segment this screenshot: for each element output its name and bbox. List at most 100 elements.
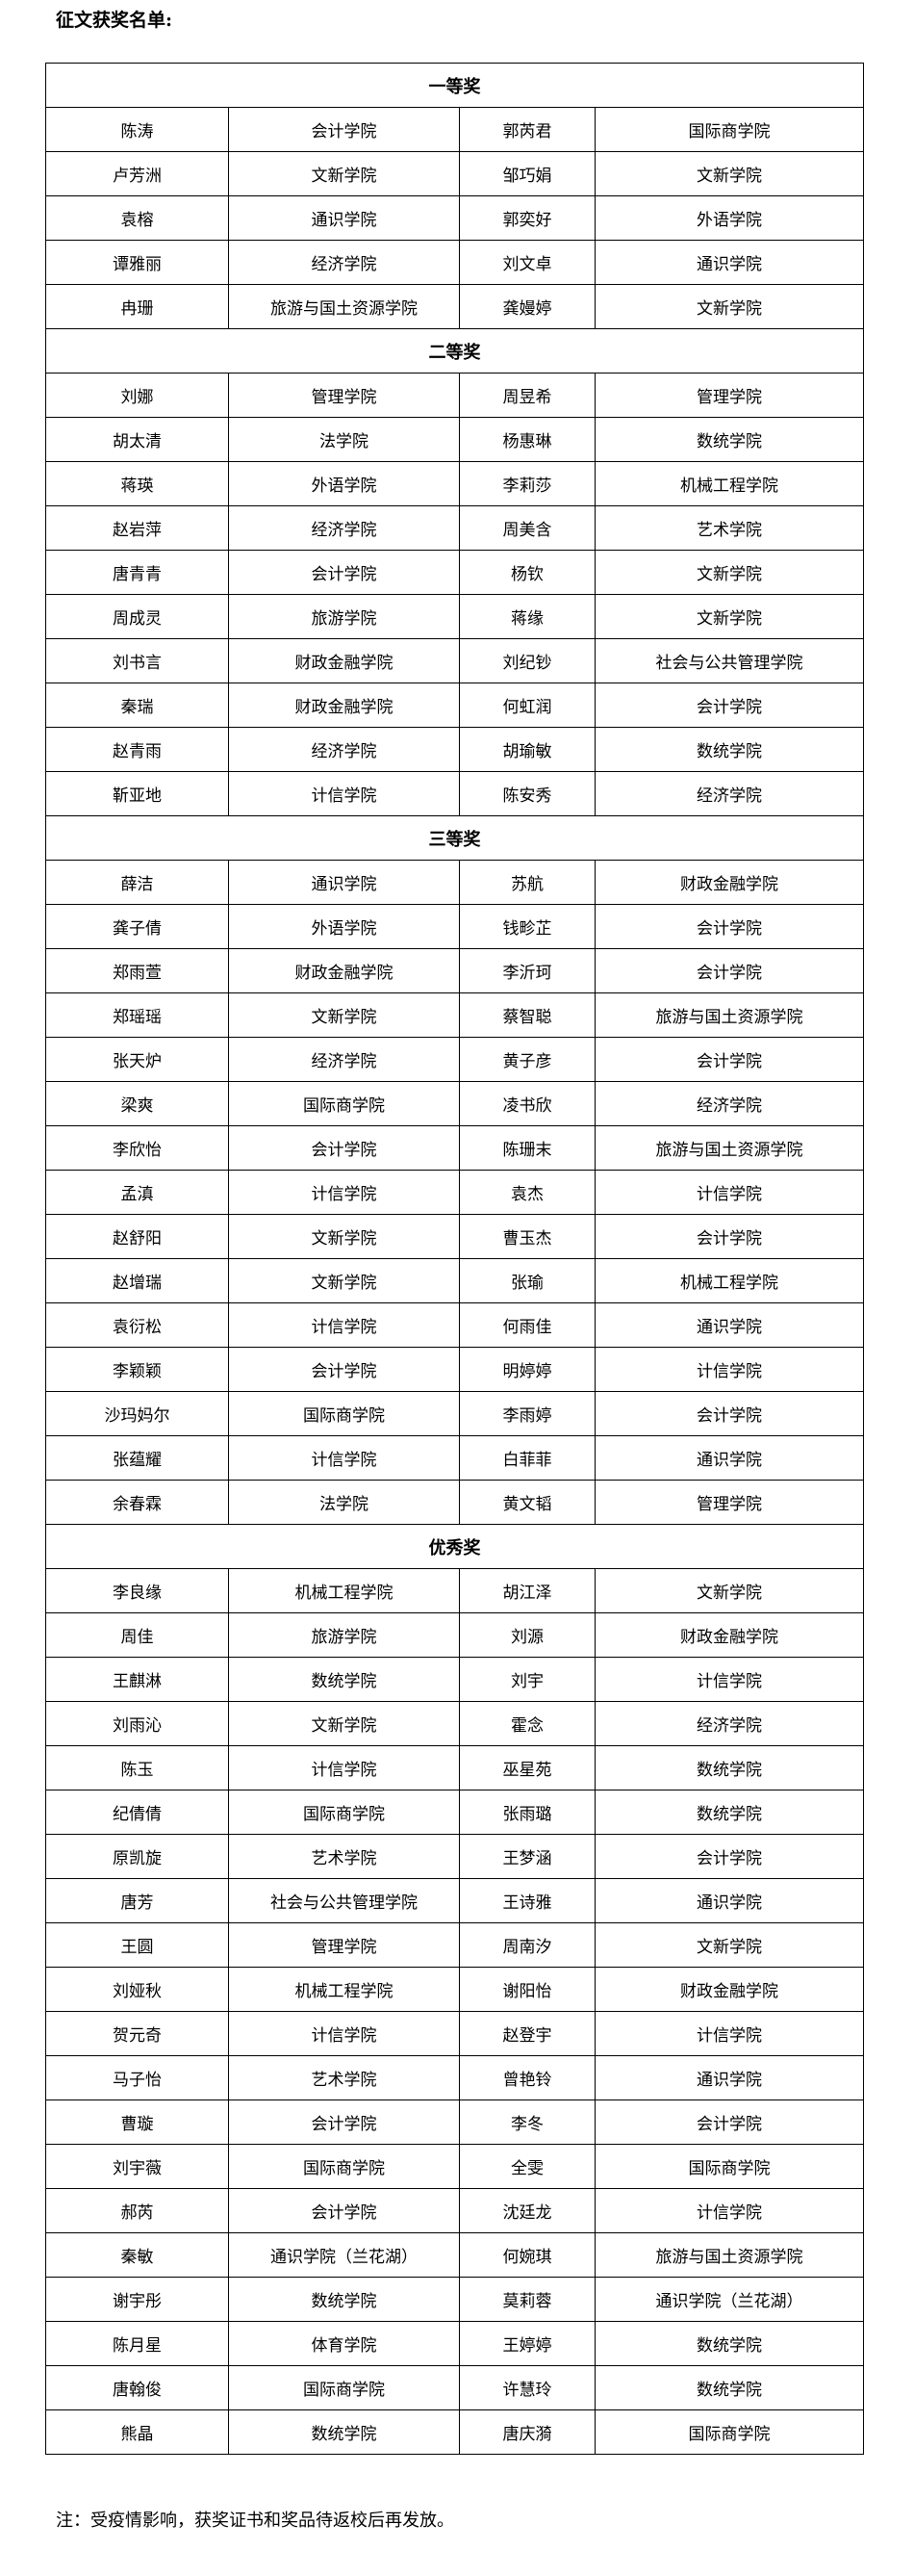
college-cell: 财政金融学院: [595, 1967, 864, 2012]
name-cell: 刘源: [459, 1612, 596, 1658]
name-cell: 陈玉: [45, 1745, 229, 1790]
college-cell: 数统学院: [228, 2409, 460, 2455]
college-cell: 财政金融学院: [228, 638, 460, 683]
table-row: 熊晶 数统学院 唐庆漪 国际商学院: [45, 2409, 864, 2455]
table-row: 王麒淋 数统学院 刘宇 计信学院: [45, 1657, 864, 1702]
college-cell: 会计学院: [595, 1834, 864, 1879]
name-cell: 赵岩萍: [45, 505, 229, 551]
table-row: 梁爽 国际商学院 凌书欣 经济学院: [45, 1081, 864, 1126]
name-cell: 卢芳洲: [45, 151, 229, 196]
table-row: 陈月星 体育学院 王婷婷 数统学院: [45, 2321, 864, 2366]
section-title: 二等奖: [45, 328, 864, 374]
name-cell: 明婷婷: [459, 1347, 596, 1392]
name-cell: 何婉琪: [459, 2232, 596, 2278]
name-cell: 郑瑶瑶: [45, 992, 229, 1038]
name-cell: 袁榕: [45, 195, 229, 241]
table-row: 谭雅丽 经济学院 刘文卓 通识学院: [45, 240, 864, 285]
college-cell: 国际商学院: [228, 1790, 460, 1835]
table-row: 李颖颖 会计学院 明婷婷 计信学院: [45, 1347, 864, 1392]
table-row: 余春霖 法学院 黄文韬 管理学院: [45, 1480, 864, 1525]
name-cell: 梁爽: [45, 1081, 229, 1126]
table-row: 纪倩倩 国际商学院 张雨璐 数统学院: [45, 1790, 864, 1835]
section-title: 一等奖: [45, 63, 864, 108]
table-row: 原凯旋 艺术学院 王梦涵 会计学院: [45, 1834, 864, 1879]
name-cell: 李雨婷: [459, 1391, 596, 1436]
college-cell: 会计学院: [595, 1037, 864, 1082]
name-cell: 秦瑞: [45, 683, 229, 728]
table-row: 马子怡 艺术学院 曾艳铃 通识学院: [45, 2055, 864, 2100]
college-cell: 旅游学院: [228, 594, 460, 639]
name-cell: 周昱希: [459, 373, 596, 418]
name-cell: 何雨佳: [459, 1302, 596, 1348]
college-cell: 国际商学院: [228, 1081, 460, 1126]
college-cell: 财政金融学院: [595, 860, 864, 905]
name-cell: 刘宇: [459, 1657, 596, 1702]
name-cell: 孟滇: [45, 1170, 229, 1215]
name-cell: 赵登宇: [459, 2011, 596, 2056]
name-cell: 何虹润: [459, 683, 596, 728]
name-cell: 霍念: [459, 1701, 596, 1746]
college-cell: 经济学院: [595, 1081, 864, 1126]
college-cell: 数统学院: [595, 1745, 864, 1790]
name-cell: 唐庆漪: [459, 2409, 596, 2455]
name-cell: 刘宇薇: [45, 2144, 229, 2189]
college-cell: 计信学院: [595, 1347, 864, 1392]
table-row: 郝芮 会计学院 沈廷龙 计信学院: [45, 2188, 864, 2233]
college-cell: 通识学院（兰花湖）: [228, 2232, 460, 2278]
name-cell: 刘文卓: [459, 240, 596, 285]
college-cell: 文新学院: [595, 1922, 864, 1968]
college-cell: 数统学院: [595, 2365, 864, 2410]
college-cell: 国际商学院: [595, 2409, 864, 2455]
table-row: 赵增瑞 文新学院 张瑜 机械工程学院: [45, 1258, 864, 1303]
table-row: 郑瑶瑶 文新学院 蔡智聪 旅游与国土资源学院: [45, 992, 864, 1038]
name-cell: 沈廷龙: [459, 2188, 596, 2233]
college-cell: 艺术学院: [228, 2055, 460, 2100]
name-cell: 蒋缘: [459, 594, 596, 639]
table-row: 刘娅秋 机械工程学院 谢阳怡 财政金融学院: [45, 1967, 864, 2012]
college-cell: 计信学院: [228, 1170, 460, 1215]
name-cell: 钱畛芷: [459, 904, 596, 949]
college-cell: 会计学院: [228, 1347, 460, 1392]
name-cell: 蒋瑛: [45, 461, 229, 506]
table-row: 靳亚地 计信学院 陈安秀 经济学院: [45, 771, 864, 816]
college-cell: 国际商学院: [595, 2144, 864, 2189]
name-cell: 袁杰: [459, 1170, 596, 1215]
college-cell: 数统学院: [595, 1790, 864, 1835]
college-cell: 数统学院: [228, 2277, 460, 2322]
name-cell: 唐青青: [45, 550, 229, 595]
table-row: 蒋瑛 外语学院 李莉莎 机械工程学院: [45, 461, 864, 506]
college-cell: 艺术学院: [595, 505, 864, 551]
college-cell: 财政金融学院: [228, 948, 460, 993]
section-row: 一等奖: [45, 63, 864, 108]
name-cell: 张雨璐: [459, 1790, 596, 1835]
college-cell: 通识学院: [595, 1878, 864, 1923]
name-cell: 赵青雨: [45, 727, 229, 772]
college-cell: 管理学院: [228, 373, 460, 418]
college-cell: 文新学院: [595, 151, 864, 196]
college-cell: 计信学院: [228, 771, 460, 816]
name-cell: 刘纪钞: [459, 638, 596, 683]
name-cell: 李冬: [459, 2099, 596, 2145]
college-cell: 旅游与国土资源学院: [595, 992, 864, 1038]
name-cell: 靳亚地: [45, 771, 229, 816]
table-row: 沙玛妈尔 国际商学院 李雨婷 会计学院: [45, 1391, 864, 1436]
name-cell: 张瑜: [459, 1258, 596, 1303]
name-cell: 白菲菲: [459, 1435, 596, 1481]
name-cell: 陈月星: [45, 2321, 229, 2366]
name-cell: 李颖颖: [45, 1347, 229, 1392]
table-row: 刘书言 财政金融学院 刘纪钞 社会与公共管理学院: [45, 638, 864, 683]
college-cell: 经济学院: [595, 1701, 864, 1746]
name-cell: 胡瑜敏: [459, 727, 596, 772]
name-cell: 曾艳铃: [459, 2055, 596, 2100]
table-row: 周成灵 旅游学院 蒋缘 文新学院: [45, 594, 864, 639]
college-cell: 经济学院: [595, 771, 864, 816]
college-cell: 国际商学院: [228, 2144, 460, 2189]
name-cell: 张天炉: [45, 1037, 229, 1082]
college-cell: 数统学院: [228, 1657, 460, 1702]
college-cell: 机械工程学院: [595, 1258, 864, 1303]
name-cell: 张蕴耀: [45, 1435, 229, 1481]
college-cell: 外语学院: [228, 904, 460, 949]
college-cell: 法学院: [228, 417, 460, 462]
college-cell: 社会与公共管理学院: [228, 1878, 460, 1923]
name-cell: 杨惠琳: [459, 417, 596, 462]
